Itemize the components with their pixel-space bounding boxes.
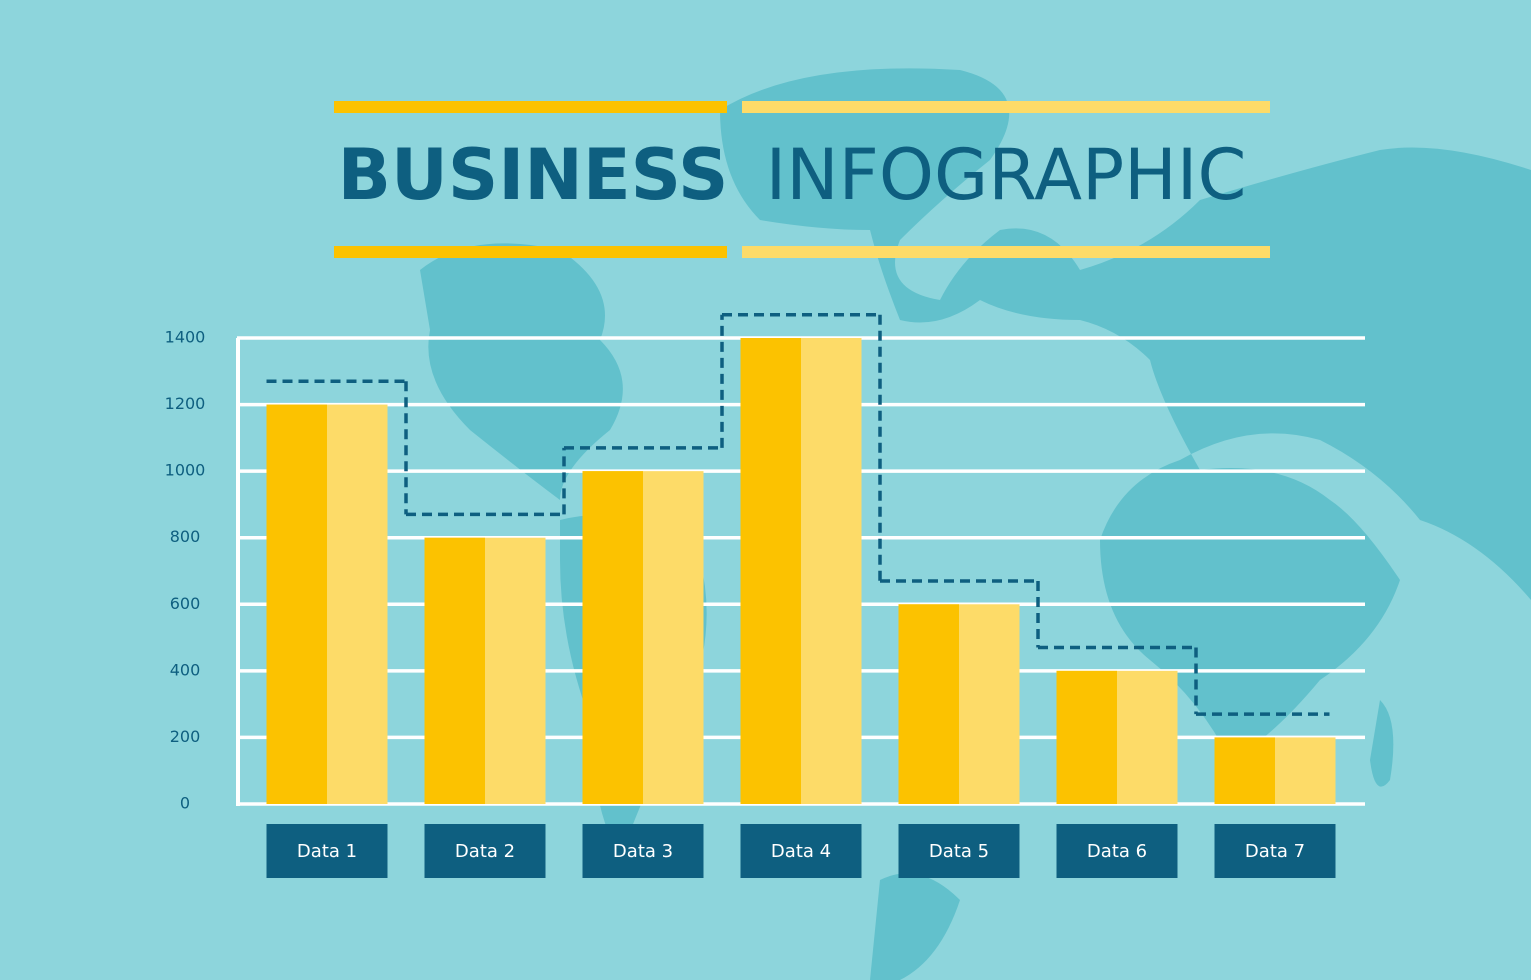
title-rule [334, 246, 727, 258]
category-box [1214, 824, 1336, 878]
x-tick-label: Data 3 [613, 841, 673, 862]
bar [424, 537, 485, 804]
y-tick-label: 0 [180, 794, 190, 813]
category-box [582, 824, 704, 878]
category-box [424, 824, 546, 878]
title-light: INFOGRAPHIC [766, 134, 1247, 216]
y-tick-label: 400 [170, 660, 201, 679]
x-tick-label: Data 5 [929, 841, 989, 862]
x-tick-label: Data 4 [771, 841, 831, 862]
title-rule [742, 246, 1270, 258]
x-tick-label: Data 6 [1087, 841, 1147, 862]
y-tick-label: 600 [170, 594, 201, 613]
category-box [898, 824, 1020, 878]
title-rule [742, 101, 1270, 113]
title-rule [334, 101, 727, 113]
y-tick-label: 200 [170, 727, 201, 746]
y-tick-label: 1400 [165, 328, 206, 347]
bar [898, 604, 959, 804]
bar [1056, 670, 1117, 804]
bar [740, 338, 801, 804]
category-box [740, 824, 862, 878]
x-tick-label: Data 2 [455, 841, 515, 862]
category-box [1056, 824, 1178, 878]
y-tick-label: 1000 [165, 461, 206, 480]
y-tick-label: 800 [170, 527, 201, 546]
category-box [266, 824, 388, 878]
bar [582, 471, 643, 804]
x-tick-label: Data 7 [1245, 841, 1305, 862]
y-tick-label: 1200 [165, 394, 206, 413]
title-bold: BUSINESS [338, 134, 729, 216]
bar [1214, 737, 1275, 804]
x-tick-label: Data 1 [297, 841, 357, 862]
bar [266, 404, 327, 804]
